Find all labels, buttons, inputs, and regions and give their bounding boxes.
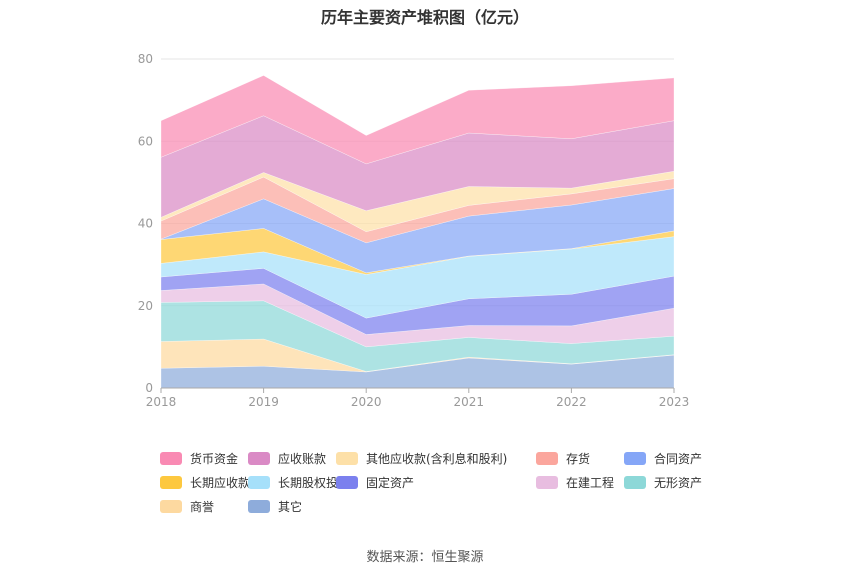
legend-swatch: [336, 476, 358, 489]
legend-label: 其他应收款(含利息和股利): [366, 452, 508, 466]
legend-label: 其它: [278, 500, 303, 514]
legend-label: 无形资产: [654, 476, 703, 490]
stacked-area-chart: 0 20 40 60 80 2018 2019 2020 2021 2022 2023: [138, 52, 690, 409]
x-tick-label: 2022: [556, 395, 587, 409]
legend-item[interactable]: 无形资产: [624, 474, 702, 491]
x-tick-label: 2019: [248, 395, 279, 409]
legend-item[interactable]: 存货: [536, 450, 590, 467]
legend-swatch: [536, 452, 558, 465]
x-tick-label: 2018: [146, 395, 177, 409]
legend-label: 合同资产: [654, 452, 703, 466]
legend-item[interactable]: 货币资金: [160, 450, 238, 467]
legend-swatch: [624, 452, 646, 465]
legend-item[interactable]: 在建工程: [536, 474, 614, 491]
legend-item[interactable]: 应收账款: [248, 450, 326, 467]
legend-label: 货币资金: [190, 452, 239, 466]
x-tick-label: 2021: [454, 395, 485, 409]
legend-item[interactable]: 其它: [248, 498, 302, 515]
x-tick-label: 2020: [351, 395, 382, 409]
legend-label: 应收账款: [278, 452, 327, 466]
legend-swatch: [160, 452, 182, 465]
y-tick-label: 80: [138, 52, 153, 66]
source-text: 数据来源：恒生聚源: [366, 550, 484, 565]
area-series: [160, 75, 675, 389]
legend-item[interactable]: 长期应收款: [160, 474, 250, 491]
legend-label: 长期应收款: [190, 476, 251, 490]
chart-title: 历年主要资产堆积图（亿元）: [320, 8, 529, 27]
legend-label: 固定资产: [366, 476, 415, 490]
legend-label: 在建工程: [566, 476, 615, 490]
legend-item[interactable]: 合同资产: [624, 450, 702, 467]
legend-swatch: [248, 500, 270, 513]
legend-swatch: [336, 452, 358, 465]
legend-label: 商誉: [190, 500, 215, 514]
y-tick-label: 40: [138, 217, 153, 231]
legend-swatch: [536, 476, 558, 489]
legend-swatch: [248, 476, 270, 489]
legend-item[interactable]: 长期股权投资: [248, 474, 350, 491]
legend-item[interactable]: 商誉: [160, 498, 214, 515]
legend-swatch: [160, 500, 182, 513]
area-series-货币资金: [160, 75, 675, 165]
legend-label: 存货: [566, 452, 591, 466]
legend-item[interactable]: 固定资产: [336, 474, 414, 491]
axes: 0 20 40 60 80 2018 2019 2020 2021 2022 2023: [138, 52, 690, 409]
y-tick-label: 0: [145, 381, 153, 395]
legend-swatch: [624, 476, 646, 489]
y-tick-label: 60: [138, 134, 153, 148]
legend-swatch: [248, 452, 270, 465]
legend-item[interactable]: 其他应收款(含利息和股利): [336, 450, 507, 467]
legend-swatch: [160, 476, 182, 489]
y-tick-label: 20: [138, 299, 153, 313]
x-tick-label: 2023: [659, 395, 690, 409]
legend-label: 长期股权投资: [278, 476, 351, 490]
